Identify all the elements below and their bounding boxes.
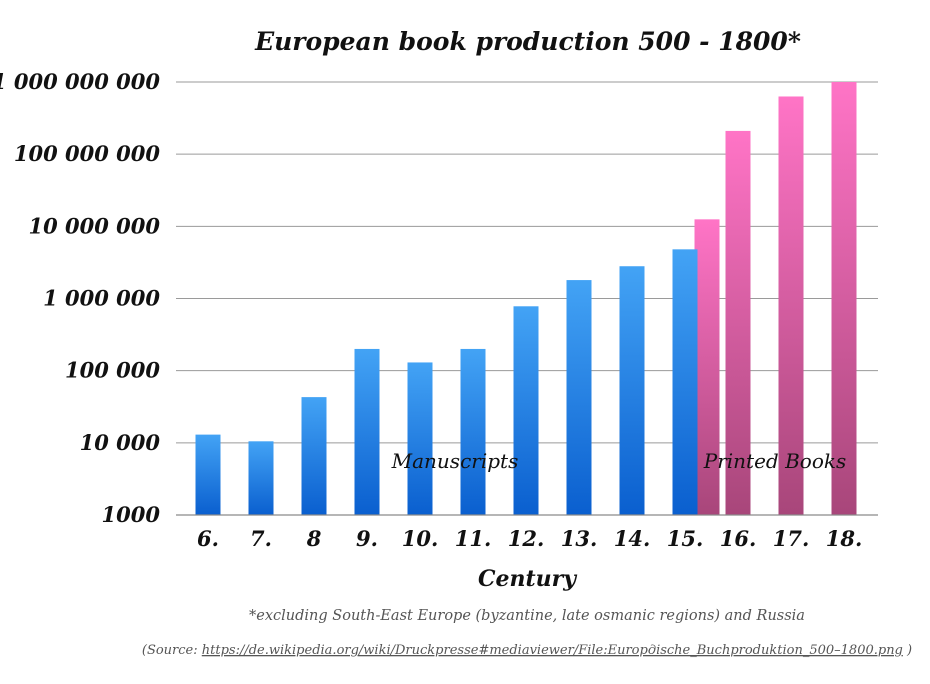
x-tick-label: 17. xyxy=(773,526,810,551)
x-tick-label: 11. xyxy=(455,526,492,551)
y-tick-label: 1 000 000 000 xyxy=(0,69,160,94)
manuscripts-bar-10 xyxy=(407,362,433,515)
y-tick-label: 100 000 000 xyxy=(14,141,161,166)
gridlines xyxy=(176,81,878,444)
x-tick-label: 14. xyxy=(614,526,651,551)
footnote: *excluding South-East Europe (byzantine,… xyxy=(249,608,805,624)
printed-books-bar-15 xyxy=(694,219,720,515)
x-tick-label: 16. xyxy=(720,526,757,551)
x-tick-label: 13. xyxy=(561,526,598,551)
bars xyxy=(195,82,857,515)
x-tick-label: 12. xyxy=(508,526,545,551)
source-link[interactable]: https://de.wikipedia.org/wiki/Druckpress… xyxy=(202,643,903,658)
source-suffix: ) xyxy=(903,643,912,658)
x-tick-label: 10. xyxy=(402,526,439,551)
x-tick-label: 7. xyxy=(250,526,272,551)
chart-title: European book production 500 - 1800* xyxy=(254,27,801,56)
y-axis-tick-labels: 1000 10 000 100 000 1 000 000 10 000 000 100 … xyxy=(0,69,160,527)
x-tick-label: 9. xyxy=(356,526,378,551)
manuscripts-bar-9 xyxy=(354,348,380,515)
manuscripts-bar-15 xyxy=(672,249,698,515)
x-axis-label: Century xyxy=(478,566,578,592)
annotation-printed-books: Printed Books xyxy=(703,449,847,473)
x-tick-label: 18. xyxy=(826,526,863,551)
x-tick-label: 6. xyxy=(197,526,219,551)
source-note: (Source: https://de.wikipedia.org/wiki/D… xyxy=(142,643,912,658)
printed-books-bar-16 xyxy=(725,130,751,515)
manuscripts-bar-8 xyxy=(301,397,327,515)
manuscripts-bar-11 xyxy=(460,348,486,515)
manuscripts-bar-14 xyxy=(619,266,645,515)
x-axis-tick-labels: 6. 7. 8 9. 10. 11. 12. 13. 14. 15. 16. 17. 18. xyxy=(197,526,862,551)
x-tick-label: 8 xyxy=(306,526,322,551)
y-tick-label: 10 000 000 xyxy=(28,213,160,238)
printed-books-bar-17 xyxy=(778,96,804,515)
printed-books-bar-18 xyxy=(831,82,857,515)
manuscripts-bar-6 xyxy=(195,434,221,515)
y-tick-label: 1000 xyxy=(102,502,161,527)
y-tick-label: 1 000 000 xyxy=(43,286,160,311)
source-prefix: (Source: xyxy=(142,643,202,658)
manuscripts-bar-13 xyxy=(566,280,592,515)
x-tick-label: 15. xyxy=(667,526,704,551)
annotation-manuscripts: Manuscripts xyxy=(391,449,519,473)
manuscripts-bar-12 xyxy=(513,306,539,515)
y-tick-label: 100 000 xyxy=(65,358,160,383)
manuscripts-bar-7 xyxy=(248,441,274,515)
y-tick-label: 10 000 xyxy=(80,430,161,455)
